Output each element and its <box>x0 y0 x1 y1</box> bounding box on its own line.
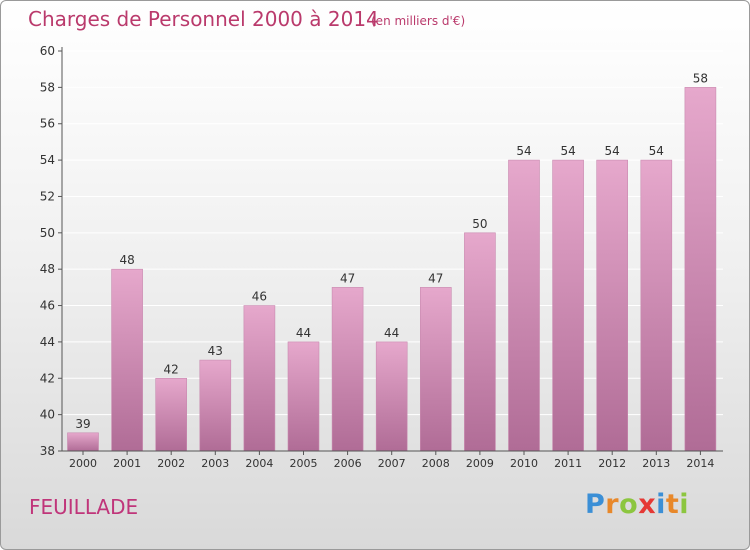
bar-value-label: 54 <box>649 144 664 158</box>
y-tick-label: 42 <box>40 371 55 385</box>
y-tick-label: 46 <box>40 299 55 313</box>
x-tick-label: 2013 <box>642 457 670 470</box>
bar-value-label: 47 <box>428 271 443 285</box>
x-tick-label: 2014 <box>686 457 714 470</box>
bar <box>375 341 408 452</box>
bar-value-label: 50 <box>472 217 487 231</box>
x-tick-label: 2001 <box>113 457 141 470</box>
x-tick-label: 2005 <box>290 457 318 470</box>
bar <box>684 87 717 452</box>
axes <box>58 47 723 455</box>
bar <box>552 159 584 452</box>
bar-value-label: 44 <box>296 326 311 340</box>
x-tick-label: 2004 <box>245 457 273 470</box>
y-tick-label: 54 <box>40 153 55 167</box>
chart-title: Charges de Personnel 2000 à 2014 <box>28 7 379 31</box>
bar-value-label: 46 <box>252 290 267 304</box>
labels: 38 40 42 44 46 48 50 52 54 56 58 60 39 2000 48 2001 42 20… <box>40 44 715 470</box>
bar-value-label: 44 <box>384 326 399 340</box>
x-tick-label: 2007 <box>378 457 406 470</box>
bar <box>287 341 320 452</box>
commune-name: FEUILLADE <box>29 495 139 519</box>
bar <box>67 432 99 452</box>
bar <box>111 268 143 452</box>
bar <box>331 287 364 452</box>
x-tick-label: 2011 <box>554 457 582 470</box>
y-tick-label: 44 <box>40 335 55 349</box>
proxiti-logo: Proxiti <box>585 489 690 520</box>
x-tick-label: 2012 <box>598 457 626 470</box>
x-tick-label: 2009 <box>466 457 494 470</box>
bar <box>419 287 452 452</box>
bar <box>464 232 496 452</box>
bar <box>640 159 673 452</box>
x-tick-label: 2002 <box>157 457 185 470</box>
bar-value-label: 54 <box>560 144 575 158</box>
bar <box>243 305 276 452</box>
bar-value-label: 54 <box>516 144 531 158</box>
chart-subtitle: (en milliers d'€) <box>371 14 466 28</box>
x-tick-label: 2006 <box>334 457 362 470</box>
bar-value-label: 54 <box>605 144 620 158</box>
bar-value-label: 58 <box>693 71 708 85</box>
bar-value-label: 47 <box>340 271 355 285</box>
y-tick-label: 38 <box>40 444 55 458</box>
x-tick-label: 2010 <box>510 457 538 470</box>
bar-value-label: 42 <box>164 362 179 376</box>
x-tick-label: 2000 <box>69 457 97 470</box>
bar <box>596 159 629 452</box>
y-tick-label: 50 <box>40 226 55 240</box>
bar <box>199 359 232 452</box>
y-tick-label: 40 <box>40 408 55 422</box>
bar-value-label: 48 <box>119 253 134 267</box>
y-tick-label: 48 <box>40 262 55 276</box>
y-tick-label: 56 <box>40 117 55 131</box>
bar <box>508 159 540 452</box>
x-tick-label: 2008 <box>422 457 450 470</box>
y-tick-label: 60 <box>40 44 55 58</box>
bar-value-label: 39 <box>75 417 90 431</box>
y-tick-label: 52 <box>40 189 55 203</box>
y-tick-label: 58 <box>40 80 55 94</box>
x-tick-label: 2003 <box>201 457 229 470</box>
bar <box>155 377 187 452</box>
bar-value-label: 43 <box>208 344 223 358</box>
